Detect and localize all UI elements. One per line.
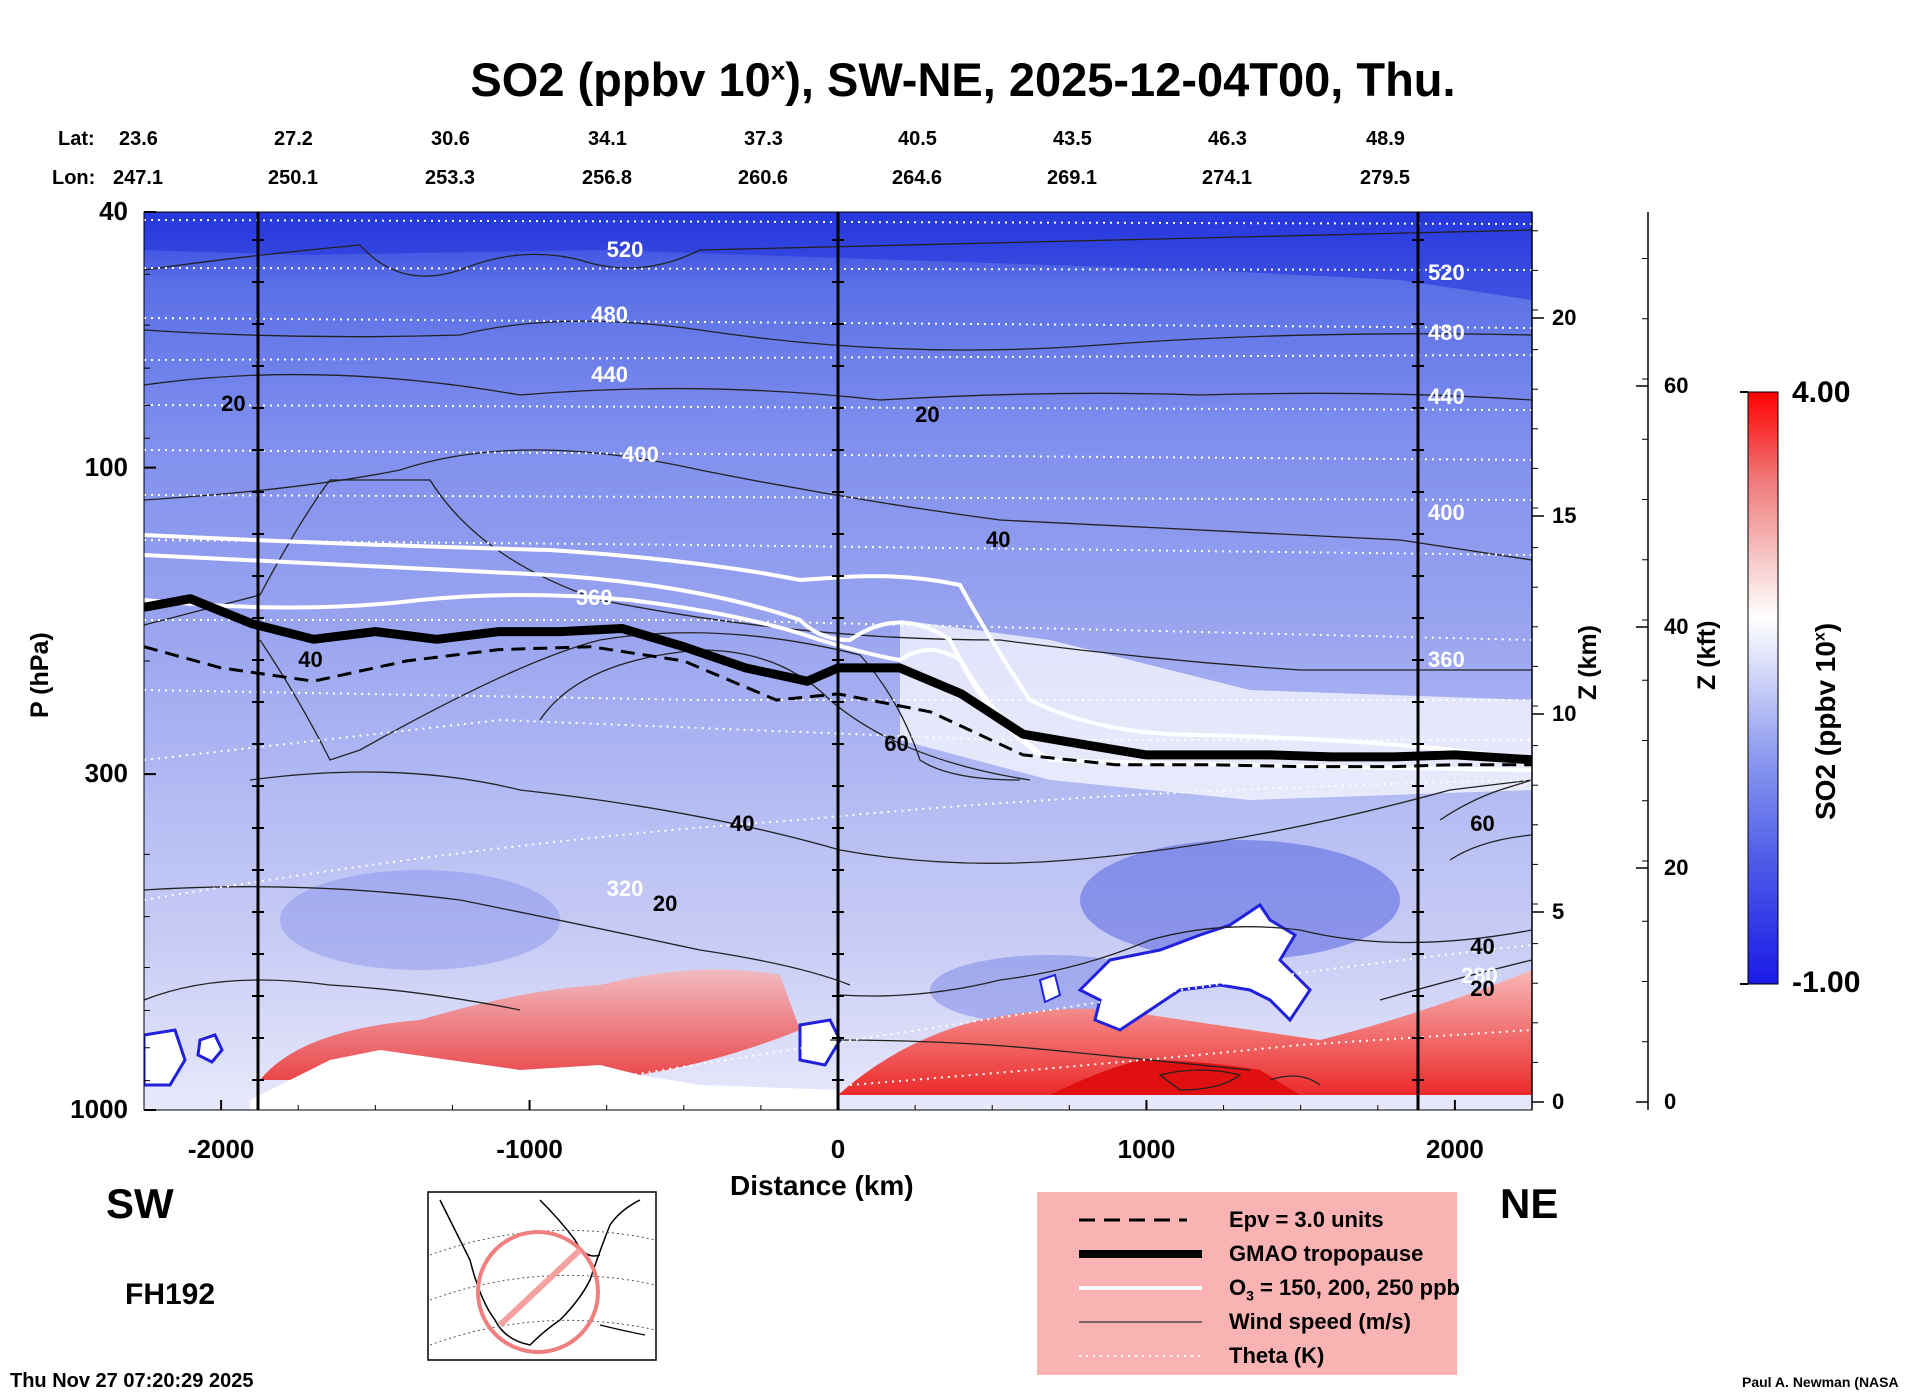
lon-value: 256.8 [582,167,633,189]
lon-value: 264.6 [892,167,943,189]
lat-value: 40.5 [898,128,937,150]
legend-theta: Theta (K) [1037,1340,1457,1370]
ne-label: NE [1500,1180,1559,1227]
y-axis [144,211,156,1111]
author-credit: Paul A. Newman (NASA [1742,1374,1899,1390]
lat-value: 37.3 [744,128,783,150]
lon-value: 274.1 [1202,167,1253,189]
lon-value: 253.3 [425,167,476,189]
lon-value: 247.1 [113,167,164,189]
sw-label: SW [106,1180,174,1227]
ozone-contours [144,533,1532,772]
legend-wind: Wind speed (m/s) [1037,1306,1457,1336]
lat-value: 27.2 [274,128,313,150]
lat-value: 23.6 [119,128,158,150]
legend-theta-label: Theta (K) [1229,1343,1325,1368]
station-marker-ticks [252,239,1424,1081]
lat-value: 43.5 [1053,128,1092,150]
x-axis-label: Distance (km) [730,1170,914,1201]
lon-value: 250.1 [268,167,319,189]
lat-value: 48.9 [1366,128,1405,150]
colorbar [1747,391,1779,985]
colorbar-title: SO2 (ppbv 10x) [1810,622,1841,820]
legend: Epv = 3.0 units GMAO tropopause O3 = 150… [1037,1192,1460,1375]
timestamp: Thu Nov 27 07:20:29 2025 [10,1370,254,1392]
chart-title: SO2 (ppbv 10x), SW-NE, 2025-12-04T00, Th… [470,53,1456,106]
lat-value: 34.1 [588,128,627,150]
inset-map [427,1191,657,1361]
legend-epv: Epv = 3.0 units [1037,1204,1457,1234]
legend-ozone: O3 = 150, 200, 250 ppb [1037,1272,1460,1304]
lon-value: 279.5 [1360,167,1411,189]
legend-wind-label: Wind speed (m/s) [1229,1309,1411,1334]
z-km-ticks [1532,230,1544,1103]
lon-value: 269.1 [1047,167,1098,189]
legend-epv-label: Epv = 3.0 units [1229,1207,1384,1232]
colorbar-min-label: -1.00 [1792,966,1861,999]
gmao-tropopause-line [144,594,1532,765]
z-kft-ticks [1636,258,1648,1103]
forecast-hour: FH192 [125,1278,216,1311]
latlon-values: 23.6 27.2 30.6 34.1 37.3 40.5 43.5 46.3 48.9 247.… [0,0,1926,200]
lat-value: 30.6 [431,128,470,150]
legend-tropopause-label: GMAO tropopause [1229,1241,1424,1266]
colorbar-max-label: 4.00 [1792,376,1851,409]
legend-ozone-label: O3 = 150, 200, 250 ppb [1229,1275,1460,1304]
lat-value: 46.3 [1208,128,1247,150]
wind-speed-contours [144,229,1532,1091]
lon-value: 260.6 [738,167,789,189]
lon-label: Lon: [52,167,96,189]
lat-label: Lat: [58,128,95,150]
legend-tropopause: GMAO tropopause [1037,1238,1457,1268]
